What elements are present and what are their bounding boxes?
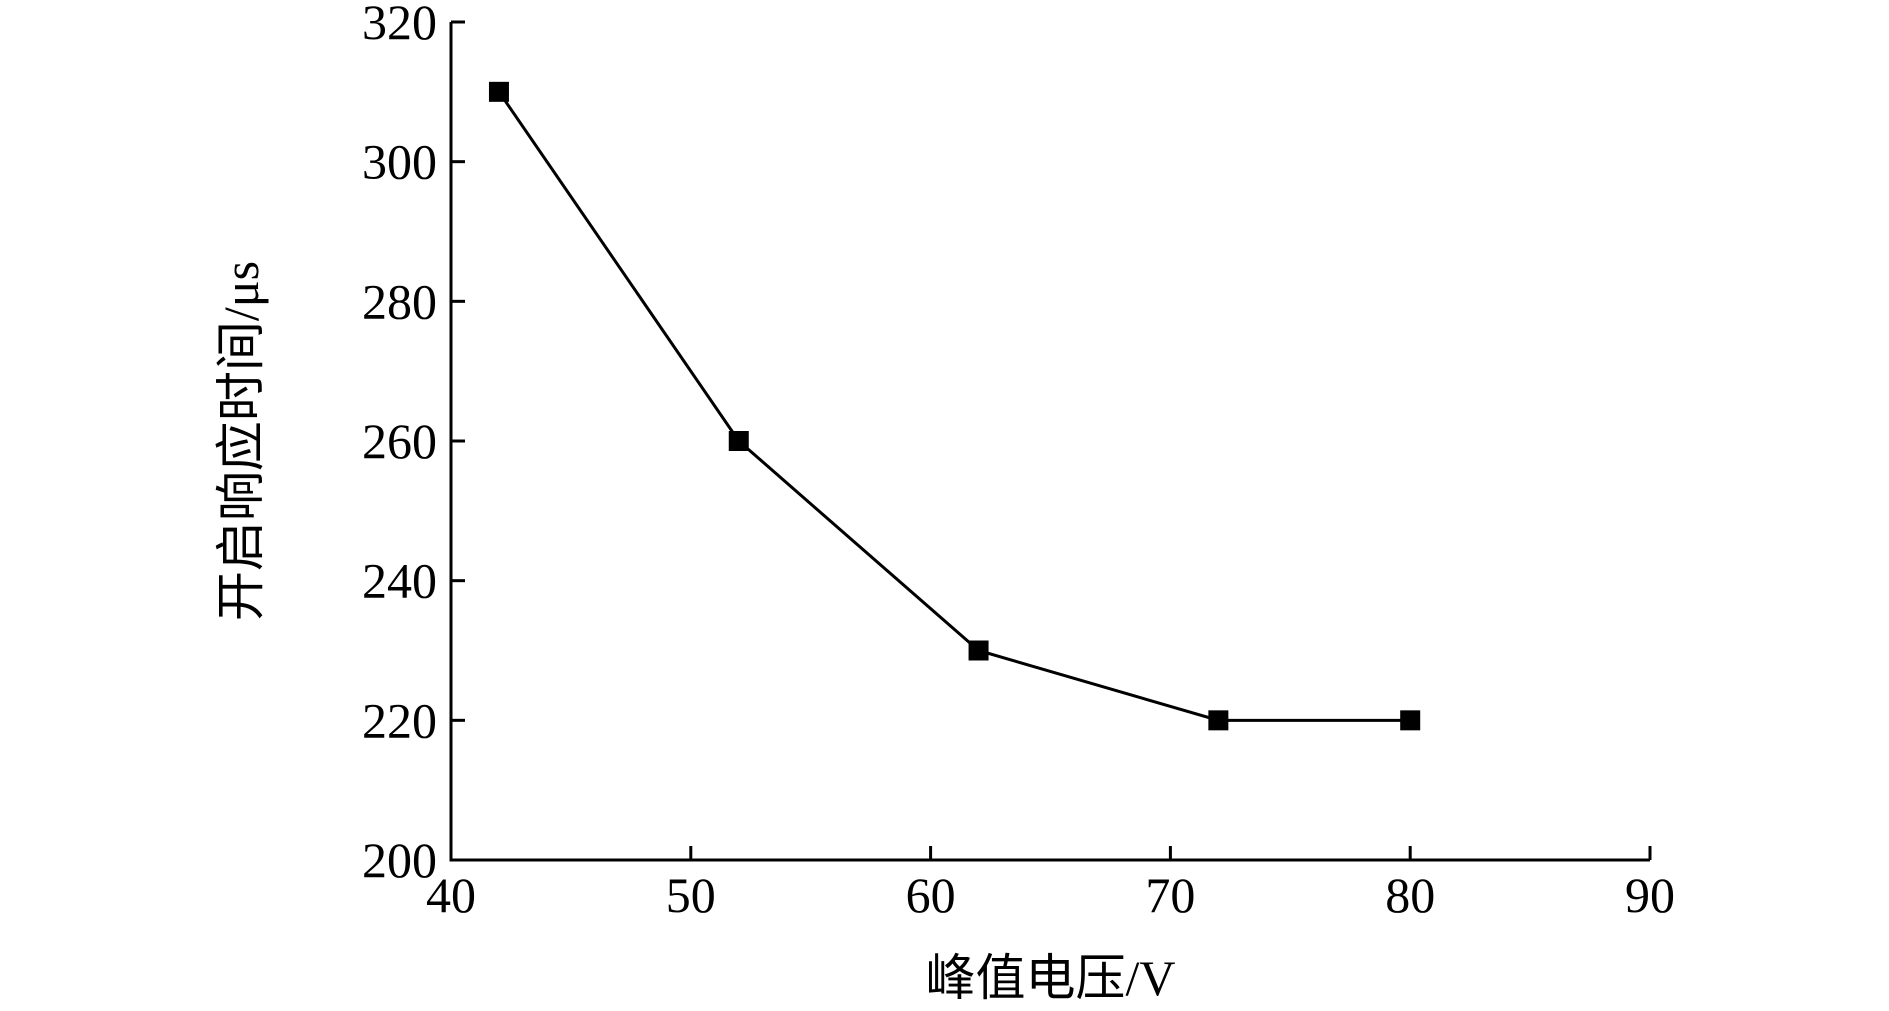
x-tick-label: 40 <box>426 867 476 923</box>
y-axis-title: 开启响应时间/μs <box>213 261 269 621</box>
series-line <box>497 90 1411 722</box>
x-tick-label: 70 <box>1145 867 1195 923</box>
axes <box>449 22 1650 862</box>
x-tick-label: 50 <box>666 867 716 923</box>
y-tick-label: 240 <box>362 553 437 609</box>
data-point-marker <box>1208 710 1229 731</box>
data-point-marker <box>1400 710 1421 731</box>
x-tick-label: 60 <box>906 867 956 923</box>
ticks: 200 220 240 260 280 300 320 40 50 60 70 80 90 <box>362 0 1675 923</box>
y-tick-label: 260 <box>362 413 437 469</box>
y-tick-label: 280 <box>362 273 437 329</box>
data-point-marker <box>968 640 989 661</box>
x-tick-label: 90 <box>1625 867 1675 923</box>
x-axis-title: 峰值电压/V <box>926 950 1176 1006</box>
y-tick-label: 300 <box>362 134 437 190</box>
y-tick-label: 200 <box>362 832 437 888</box>
series <box>488 81 1421 731</box>
data-point-marker <box>728 431 749 451</box>
x-tick-label: 80 <box>1385 867 1435 923</box>
y-tick-label: 220 <box>362 692 437 748</box>
y-tick-label: 320 <box>362 0 437 50</box>
data-point-marker <box>488 81 509 102</box>
axis-lines <box>449 22 1650 862</box>
